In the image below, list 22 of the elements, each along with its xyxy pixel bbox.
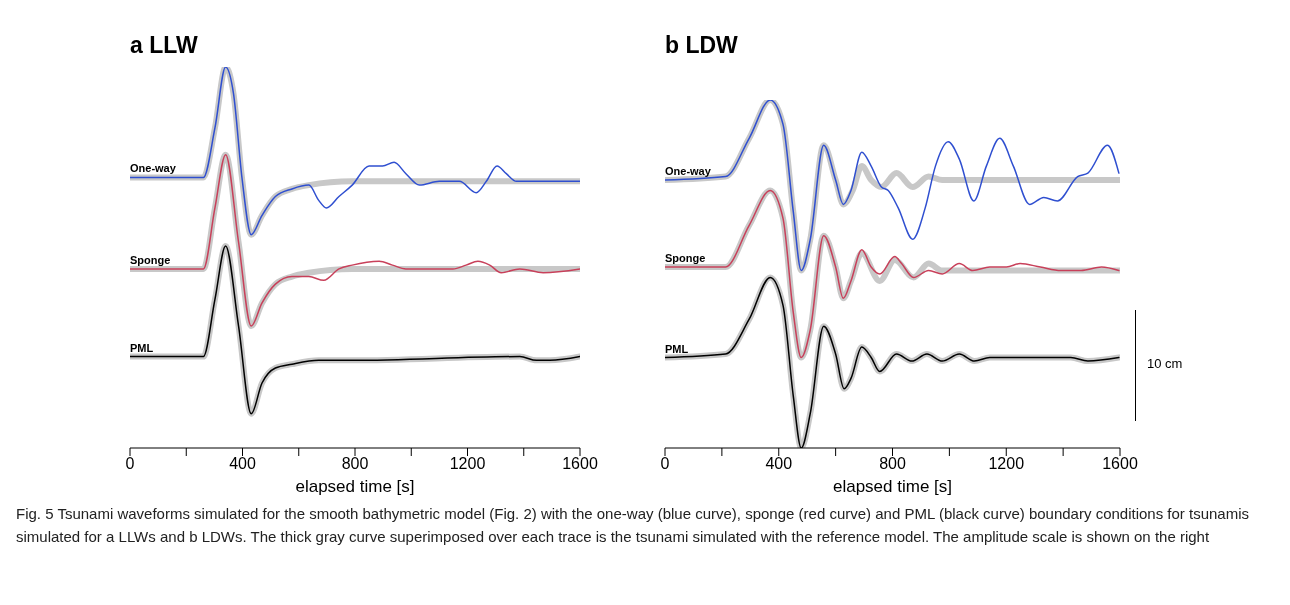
x-tick-label: 1200 bbox=[449, 455, 486, 473]
x-axis-title: elapsed time [s] bbox=[295, 477, 415, 496]
series-label: PML bbox=[665, 342, 689, 355]
series-label: One-way bbox=[665, 165, 712, 178]
x-tick-label: 800 bbox=[879, 455, 906, 473]
series-label: Sponge bbox=[665, 252, 706, 265]
x-tick-label: 0 bbox=[125, 455, 135, 473]
chart-title: b LDW bbox=[665, 32, 738, 59]
x-tick-label: 800 bbox=[341, 455, 369, 473]
chart-title: a LLW bbox=[130, 32, 198, 59]
x-tick-label: 1600 bbox=[562, 455, 598, 473]
series-label: One-way bbox=[130, 162, 177, 175]
x-tick-label: 1600 bbox=[1102, 455, 1138, 473]
x-tick-label: 0 bbox=[660, 455, 670, 473]
caption: Fig. 5 Tsunami waveforms simulated for the smooth bathymetric model (Fig. 2) with the one-way (blue curve), sponge (red curve) and PML (black curve) boundary conditions for tsunamis simulated for a LLWs and b LDWs. The thick gray curve superimposed over each trace is the tsunami simulated with the reference model. The amplitude scale is shown on the right bbox=[16, 504, 1251, 547]
x-axis-title: elapsed time [s] bbox=[832, 477, 953, 496]
text: 10 cm bbox=[1147, 356, 1183, 371]
series-label: Sponge bbox=[130, 253, 171, 266]
x-tick-label: 400 bbox=[229, 455, 256, 473]
x-tick-label: 1200 bbox=[988, 455, 1025, 473]
x-tick-label: 400 bbox=[765, 455, 793, 473]
series-label: PML bbox=[130, 341, 154, 354]
